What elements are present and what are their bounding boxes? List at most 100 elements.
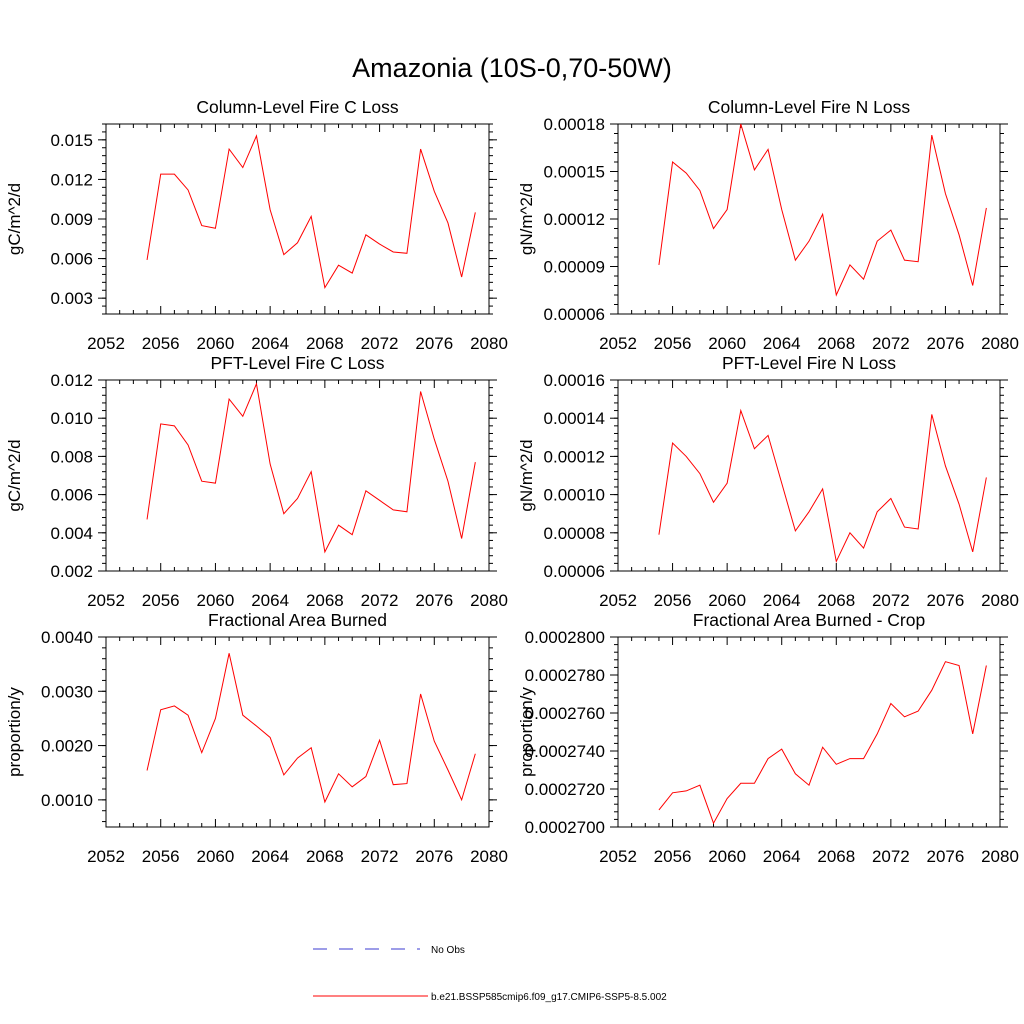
panel-title: Column-Level Fire N Loss [708, 97, 911, 117]
series-line [146, 134, 476, 289]
y-tick-label: 0.003 [50, 289, 93, 308]
y-tick-label: 0.0002740 [525, 742, 605, 761]
x-tick-label: 2052 [599, 847, 637, 866]
y-axis-label: gC/m^2/d [5, 439, 24, 511]
x-tick-label: 2068 [306, 847, 344, 866]
y-tick-label: 0.00014 [544, 409, 605, 428]
x-tick-label: 2056 [654, 847, 692, 866]
y-tick-label: 0.012 [50, 170, 93, 189]
x-tick-label: 2072 [361, 847, 399, 866]
y-tick-label: 0.00018 [544, 115, 605, 134]
y-axis-label: proportion/y [5, 687, 24, 777]
series-line [658, 123, 987, 297]
x-tick-label: 2076 [415, 591, 453, 610]
y-tick-label: 0.00010 [544, 486, 605, 505]
y-tick-label: 0.004 [50, 524, 93, 543]
y-axis-label: gN/m^2/d [517, 183, 536, 255]
x-tick-label: 2060 [708, 591, 746, 610]
y-tick-label: 0.00012 [544, 447, 605, 466]
y-tick-label: 0.00006 [544, 305, 605, 324]
panel-4: 2052 2056 2060 2064 2068 2072 2076 2080 0.00006 0… [517, 353, 1019, 610]
panels-group: 2052 2056 2060 2064 2068 2072 2076 2080 0.003 0.0… [5, 97, 1019, 866]
plot-frame [105, 379, 490, 572]
series-line [146, 382, 476, 554]
y-tick-label: 0.0010 [41, 791, 93, 810]
panel-5: 2052 2056 2060 2064 2068 2072 2076 2080 0.0010 0.… [5, 610, 508, 866]
legend-obs-label: No Obs [431, 945, 465, 956]
y-tick-label: 0.00009 [544, 258, 605, 277]
x-tick-label: 2064 [763, 591, 801, 610]
x-tick-label: 2060 [197, 591, 235, 610]
x-tick-label: 2064 [763, 334, 801, 353]
plot-frame [105, 123, 490, 315]
y-tick-label: 0.002 [50, 562, 93, 581]
figure-title: Amazonia (10S-0,70-50W) [352, 53, 672, 83]
plot-frame [617, 123, 1001, 315]
x-tick-label: 2080 [470, 334, 508, 353]
x-tick-label: 2060 [708, 847, 746, 866]
x-tick-label: 2072 [872, 847, 910, 866]
x-tick-label: 2072 [361, 591, 399, 610]
y-tick-label: 0.00016 [544, 371, 605, 390]
y-axis-label: proportion/y [517, 687, 536, 777]
y-tick-label: 0.010 [50, 409, 93, 428]
y-tick-label: 0.0002780 [525, 666, 605, 685]
x-tick-label: 2052 [87, 334, 125, 353]
panel-title: Column-Level Fire C Loss [196, 97, 399, 117]
panel-1: 2052 2056 2060 2064 2068 2072 2076 2080 0.003 0.0… [5, 97, 508, 353]
y-tick-label: 0.0040 [41, 628, 93, 647]
x-tick-label: 2080 [470, 847, 508, 866]
y-tick-label: 0.0030 [41, 682, 93, 701]
x-tick-label: 2056 [142, 591, 180, 610]
y-tick-label: 0.008 [50, 447, 93, 466]
x-tick-label: 2052 [599, 334, 637, 353]
x-tick-label: 2064 [251, 591, 289, 610]
panel-title: PFT-Level Fire N Loss [722, 353, 896, 373]
series-line [146, 653, 476, 804]
series-line [658, 408, 987, 564]
series-line [658, 661, 987, 825]
x-tick-label: 2080 [981, 847, 1019, 866]
x-tick-label: 2076 [415, 334, 453, 353]
legend: No Obs b.e21.BSSP585cmip6.f09_g17.CMIP6-… [313, 945, 667, 1003]
y-tick-label: 0.00008 [544, 524, 605, 543]
panel-title: PFT-Level Fire C Loss [210, 353, 384, 373]
x-tick-label: 2056 [654, 591, 692, 610]
panel-title: Fractional Area Burned - Crop [693, 610, 925, 630]
panel-2: 2052 2056 2060 2064 2068 2072 2076 2080 0.00006 0… [517, 97, 1019, 353]
y-axis-label: gN/m^2/d [517, 439, 536, 511]
x-tick-label: 2064 [251, 847, 289, 866]
x-tick-label: 2076 [927, 334, 965, 353]
x-tick-label: 2060 [197, 334, 235, 353]
y-tick-label: 0.00006 [544, 562, 605, 581]
x-tick-label: 2060 [708, 334, 746, 353]
y-tick-label: 0.00015 [544, 163, 605, 182]
y-tick-label: 0.009 [50, 210, 93, 229]
x-tick-label: 2076 [927, 591, 965, 610]
x-tick-label: 2064 [763, 847, 801, 866]
x-tick-label: 2080 [470, 591, 508, 610]
plot-frame [617, 636, 1001, 828]
x-tick-label: 2068 [306, 591, 344, 610]
x-tick-label: 2072 [872, 591, 910, 610]
x-tick-label: 2072 [361, 334, 399, 353]
x-tick-label: 2080 [981, 591, 1019, 610]
plot-frame [617, 379, 1001, 572]
x-tick-label: 2076 [415, 847, 453, 866]
y-tick-label: 0.015 [50, 131, 93, 150]
x-tick-label: 2056 [654, 334, 692, 353]
x-tick-label: 2064 [251, 334, 289, 353]
x-tick-label: 2052 [87, 591, 125, 610]
y-tick-label: 0.0002760 [525, 704, 605, 723]
x-tick-label: 2068 [306, 334, 344, 353]
x-tick-label: 2068 [817, 591, 855, 610]
y-tick-label: 0.0020 [41, 737, 93, 756]
y-tick-label: 0.0002800 [525, 628, 605, 647]
panel-title: Fractional Area Burned [208, 610, 387, 630]
x-tick-label: 2068 [817, 847, 855, 866]
x-tick-label: 2072 [872, 334, 910, 353]
y-tick-label: 0.012 [50, 371, 93, 390]
x-tick-label: 2056 [142, 847, 180, 866]
y-axis-label: gC/m^2/d [5, 183, 24, 255]
